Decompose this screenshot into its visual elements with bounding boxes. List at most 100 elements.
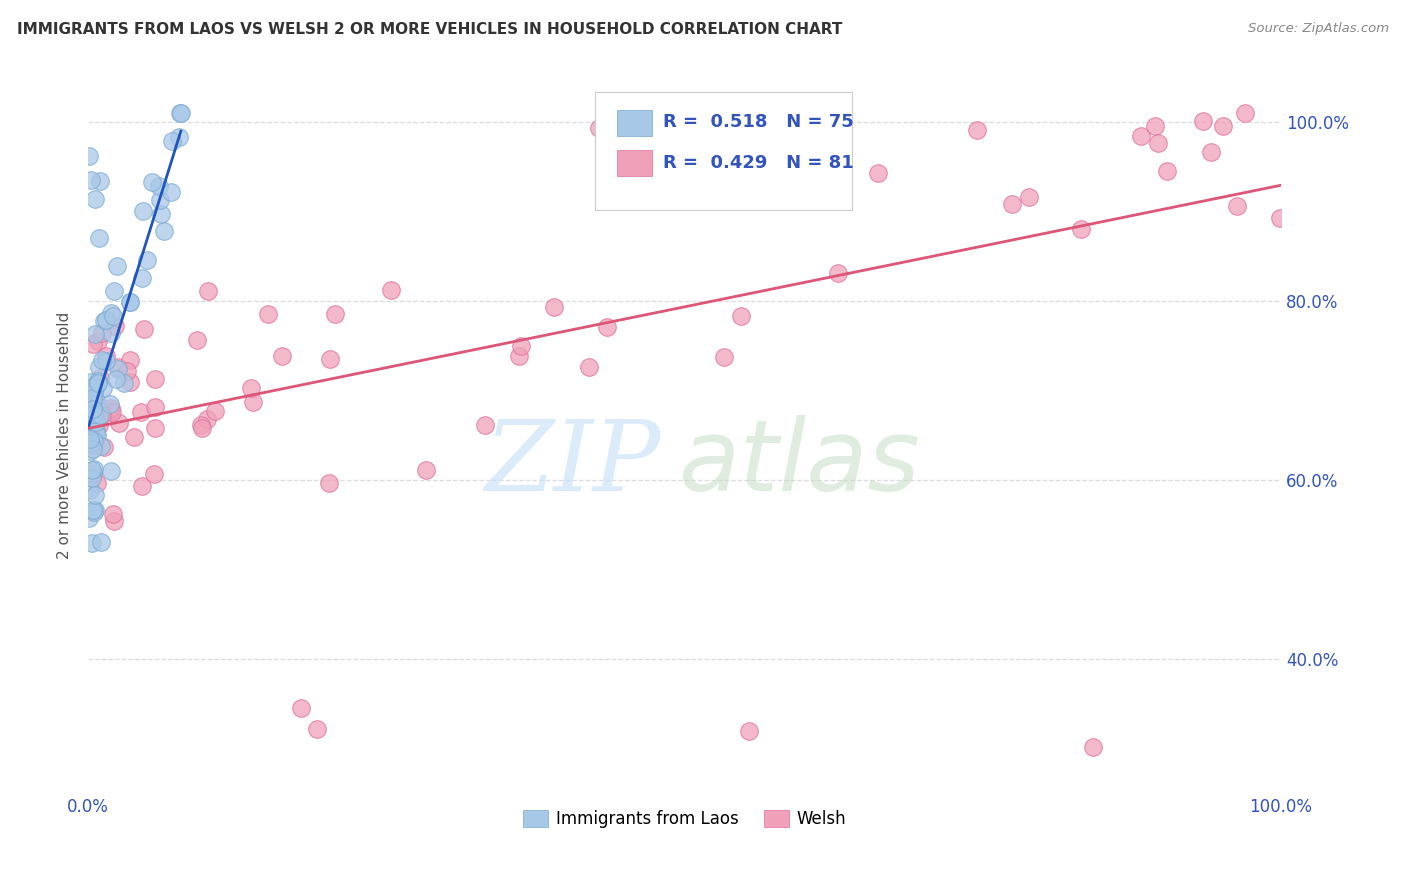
Point [543,300,565,314]
Point [380,283,402,297]
Point [1070,222,1092,236]
Point [1212,119,1234,133]
Point [135,253,157,268]
Point [117,363,139,377]
Point [101,405,124,419]
Y-axis label: 2 or more Vehicles in Household: 2 or more Vehicles in Household [58,311,72,558]
Point [191,421,214,435]
Point [118,352,141,367]
Point [242,395,264,409]
Point [86,476,108,491]
Point [83,384,105,398]
Point [190,418,212,433]
Point [588,121,610,136]
Point [143,372,166,386]
Text: IMMIGRANTS FROM LAOS VS WELSH 2 OR MORE VEHICLES IN HOUSEHOLD CORRELATION CHART: IMMIGRANTS FROM LAOS VS WELSH 2 OR MORE … [17,22,842,37]
Point [966,122,988,136]
Point [91,353,114,368]
Point [1001,197,1024,211]
Point [737,724,759,739]
Point [145,421,167,435]
Point [1018,189,1040,203]
Point [84,394,107,409]
Point [82,391,104,405]
Point [508,349,530,363]
Bar [617,111,652,136]
Point [290,701,312,715]
Point [1234,106,1257,120]
Point [82,536,104,550]
Point [86,426,108,441]
Point [83,384,105,399]
Point [100,306,122,320]
Point [118,375,141,389]
Point [80,391,103,405]
Point [90,439,112,453]
Text: atlas: atlas [679,415,920,512]
Text: R =  0.429   N = 81: R = 0.429 N = 81 [664,153,853,171]
Point [96,312,118,326]
Point [79,173,101,187]
Point [96,349,118,363]
Point [82,398,104,412]
Point [91,408,114,422]
Point [82,438,104,452]
Point [318,475,340,490]
Point [148,179,170,194]
Point [100,326,122,341]
Point [160,134,183,148]
Point [257,307,280,321]
FancyBboxPatch shape [595,92,852,210]
Point [204,404,226,418]
Point [415,463,437,477]
Point [1156,164,1178,178]
Point [84,424,107,438]
Point [1147,136,1170,150]
Point [79,483,101,497]
Point [100,464,122,478]
Point [169,130,191,145]
Point [104,318,127,333]
Point [596,319,619,334]
Point [83,502,105,516]
Point [1144,119,1167,133]
Point [108,416,131,430]
Point [1226,198,1249,212]
Point [1083,740,1105,755]
Point [87,376,110,390]
Point [82,467,104,481]
Point [169,106,191,120]
Point [90,326,112,340]
Point [89,403,111,417]
Point [87,334,110,348]
Point [748,171,770,186]
Point [89,371,111,385]
Point [84,488,107,502]
Point [131,479,153,493]
Point [131,271,153,285]
Point [305,722,328,736]
Text: R =  0.518   N = 75: R = 0.518 N = 75 [664,112,853,131]
Point [240,381,263,395]
Point [730,309,752,323]
Point [143,401,166,415]
Point [105,372,128,386]
Point [150,207,173,221]
Point [79,443,101,458]
Point [118,295,141,310]
Point [89,174,111,188]
Point [141,176,163,190]
Point [319,351,342,366]
Point [82,402,104,417]
Point [474,417,496,432]
Point [143,467,166,481]
Point [83,192,105,206]
Point [103,514,125,528]
Point [87,231,110,245]
Point [82,392,104,407]
Point [1199,145,1222,159]
Point [83,504,105,518]
Point [83,434,105,449]
Point [149,193,172,207]
Point [170,106,193,120]
